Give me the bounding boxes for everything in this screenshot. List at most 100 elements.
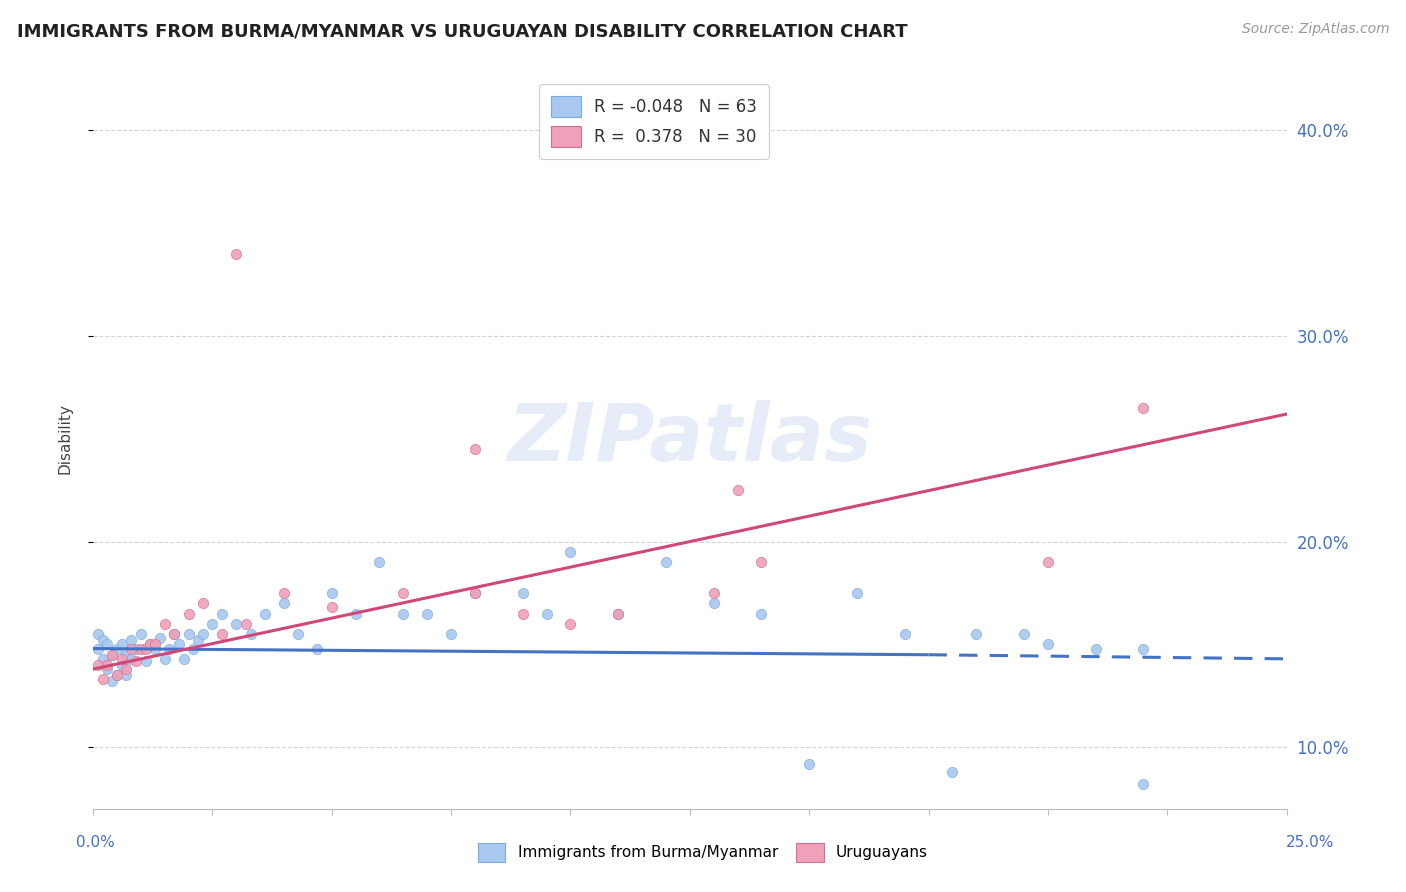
Point xyxy=(135,641,157,656)
Point xyxy=(111,658,134,673)
Point xyxy=(1132,401,1154,415)
Point xyxy=(105,641,128,656)
Point xyxy=(139,637,162,651)
Point xyxy=(416,607,439,621)
Point xyxy=(177,607,200,621)
Point xyxy=(392,607,415,621)
Point xyxy=(101,674,124,689)
Point xyxy=(96,662,118,676)
Point xyxy=(560,616,582,631)
Text: ZIPatlas: ZIPatlas xyxy=(508,400,872,478)
Legend: Immigrants from Burma/Myanmar, Uruguayans: Immigrants from Burma/Myanmar, Uruguayan… xyxy=(472,837,934,868)
Point xyxy=(135,654,157,668)
Point xyxy=(129,641,152,656)
Point xyxy=(727,483,749,498)
Point xyxy=(167,637,190,651)
Point xyxy=(125,641,148,656)
Point xyxy=(187,633,209,648)
Point xyxy=(163,627,186,641)
Point xyxy=(173,652,195,666)
Point xyxy=(191,627,214,641)
Point xyxy=(153,616,176,631)
Point xyxy=(655,555,678,569)
Point xyxy=(368,555,391,569)
Point xyxy=(845,586,868,600)
Point xyxy=(253,607,276,621)
Point xyxy=(91,652,114,666)
Point xyxy=(464,442,486,456)
Point xyxy=(115,648,138,662)
Point xyxy=(111,637,134,651)
Point xyxy=(211,627,233,641)
Point xyxy=(96,658,118,673)
Point xyxy=(157,641,180,656)
Point xyxy=(607,607,630,621)
Point xyxy=(149,632,172,646)
Point xyxy=(392,586,415,600)
Legend: R = -0.048   N = 63, R =  0.378   N = 30: R = -0.048 N = 63, R = 0.378 N = 30 xyxy=(540,84,769,159)
Point xyxy=(235,616,257,631)
Text: 0.0%: 0.0% xyxy=(76,836,115,850)
Point xyxy=(607,607,630,621)
Point xyxy=(211,607,233,621)
Point xyxy=(307,641,329,656)
Point xyxy=(225,616,247,631)
Point xyxy=(91,673,114,687)
Point xyxy=(273,596,295,610)
Text: IMMIGRANTS FROM BURMA/MYANMAR VS URUGUAYAN DISABILITY CORRELATION CHART: IMMIGRANTS FROM BURMA/MYANMAR VS URUGUAY… xyxy=(17,22,907,40)
Point xyxy=(191,596,214,610)
Point xyxy=(120,641,142,656)
Point xyxy=(181,641,204,656)
Point xyxy=(115,662,138,676)
Point xyxy=(440,627,463,641)
Point xyxy=(143,641,166,656)
Point xyxy=(1012,627,1035,641)
Point xyxy=(703,596,725,610)
Point xyxy=(321,586,343,600)
Point xyxy=(941,764,963,779)
Point xyxy=(560,545,582,559)
Point xyxy=(163,627,186,641)
Point xyxy=(143,637,166,651)
Point xyxy=(96,637,118,651)
Point xyxy=(751,607,773,621)
Point xyxy=(1132,777,1154,791)
Point xyxy=(321,600,343,615)
Point xyxy=(1084,641,1107,656)
Point xyxy=(125,654,148,668)
Point xyxy=(225,246,247,260)
Y-axis label: Disability: Disability xyxy=(58,403,72,475)
Point xyxy=(91,633,114,648)
Point xyxy=(273,586,295,600)
Point xyxy=(153,652,176,666)
Point xyxy=(1036,637,1059,651)
Point xyxy=(87,627,110,641)
Point xyxy=(751,555,773,569)
Point xyxy=(512,586,534,600)
Point xyxy=(101,648,124,662)
Point xyxy=(139,637,162,651)
Point xyxy=(129,627,152,641)
Point xyxy=(87,658,110,673)
Point xyxy=(536,607,558,621)
Point xyxy=(120,633,142,648)
Point xyxy=(111,652,134,666)
Point xyxy=(101,648,124,662)
Point xyxy=(1036,555,1059,569)
Point xyxy=(512,607,534,621)
Point xyxy=(287,627,309,641)
Point xyxy=(120,652,142,666)
Point xyxy=(239,627,262,641)
Point xyxy=(464,586,486,600)
Point xyxy=(115,668,138,682)
Point xyxy=(177,627,200,641)
Text: 25.0%: 25.0% xyxy=(1286,836,1334,850)
Point xyxy=(105,668,128,682)
Point xyxy=(799,756,821,771)
Text: Source: ZipAtlas.com: Source: ZipAtlas.com xyxy=(1241,22,1389,37)
Point xyxy=(965,627,987,641)
Point xyxy=(344,607,367,621)
Point xyxy=(464,586,486,600)
Point xyxy=(1132,641,1154,656)
Point xyxy=(87,641,110,656)
